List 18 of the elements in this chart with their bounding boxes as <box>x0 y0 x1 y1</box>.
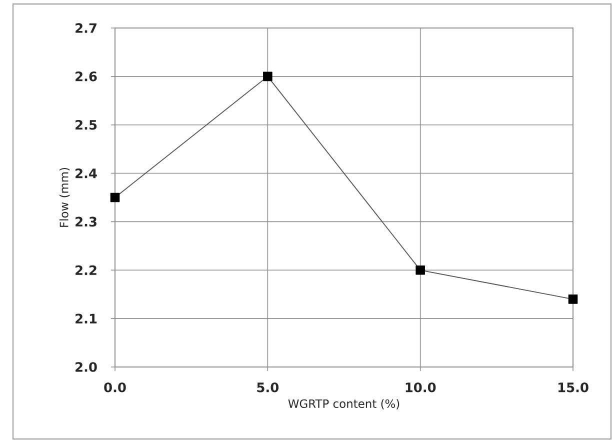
point <box>416 265 425 275</box>
y-tick-label: 2.0 <box>76 362 97 372</box>
x-tick-label: 5.0 <box>257 382 279 392</box>
y-tick-label: 2.1 <box>76 314 97 324</box>
y-tick-label: 2.6 <box>76 72 97 82</box>
y-tick-label: 2.5 <box>76 120 97 130</box>
point <box>263 72 272 82</box>
y-tick-label: 2.2 <box>76 265 96 275</box>
y-axis-title: Flow (mm) <box>59 168 70 227</box>
x-tick-label: 15.0 <box>558 382 588 392</box>
y-tick-label: 2.3 <box>76 216 96 227</box>
x-tick-label: 0.0 <box>104 382 126 392</box>
point <box>568 294 578 304</box>
y-tick-label: 2.7 <box>76 23 96 33</box>
y-tick-label: 2.4 <box>76 168 97 178</box>
point <box>110 192 120 202</box>
x-axis-title: WGRTP content (%) <box>288 399 400 410</box>
x-tick-label: 10.0 <box>406 382 436 392</box>
